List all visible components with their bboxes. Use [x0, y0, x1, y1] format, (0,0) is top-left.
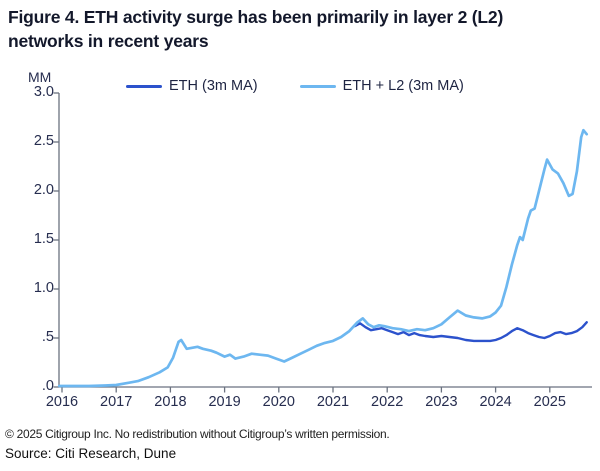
legend-label-eth: ETH (3m MA)	[169, 78, 258, 94]
eth-l2-series-line	[57, 128, 589, 388]
chart-legend: ETH (3m MA) ETH + L2 (3m MA)	[126, 78, 464, 94]
y-tick-label: .0	[41, 378, 54, 394]
x-tick-label: 2019	[208, 394, 241, 410]
y-tick-label: 2.5	[33, 133, 54, 149]
y-tick-label: 1.0	[33, 280, 54, 296]
eth-series-line	[353, 321, 588, 343]
x-tick-label: 2016	[45, 394, 79, 410]
figure-title: Figure 4. ETH activity surge has been pr…	[8, 7, 504, 52]
legend-item-eth-l2: ETH + L2 (3m MA)	[299, 78, 464, 94]
x-tick-label: 2025	[533, 394, 566, 410]
copyright-text: © 2025 Citigroup Inc. No redistribution …	[5, 427, 390, 441]
legend-item-eth: ETH (3m MA)	[126, 78, 258, 94]
x-tick-label: 2023	[425, 394, 458, 410]
legend-label-eth-l2: ETH + L2 (3m MA)	[342, 78, 464, 94]
y-tick-label: 2.0	[33, 182, 54, 198]
x-tick-label: 2017	[100, 394, 133, 410]
x-tick-label: 2021	[316, 394, 350, 410]
x-tick-label: 2020	[262, 394, 295, 410]
x-tick-label: 2022	[371, 394, 404, 410]
y-tick-label: 3.0	[33, 84, 54, 100]
y-tick-label: 1.5	[33, 231, 54, 247]
y-tick-label: .5	[41, 329, 54, 345]
x-tick-label: 2024	[479, 394, 512, 410]
source-text: Source: Citi Research, Dune	[5, 446, 177, 461]
x-tick-label: 2018	[154, 394, 187, 410]
eth-line-swatch	[126, 84, 162, 88]
eth-l2-line-swatch	[299, 84, 336, 88]
y-axis-unit-label: MM	[28, 69, 52, 85]
